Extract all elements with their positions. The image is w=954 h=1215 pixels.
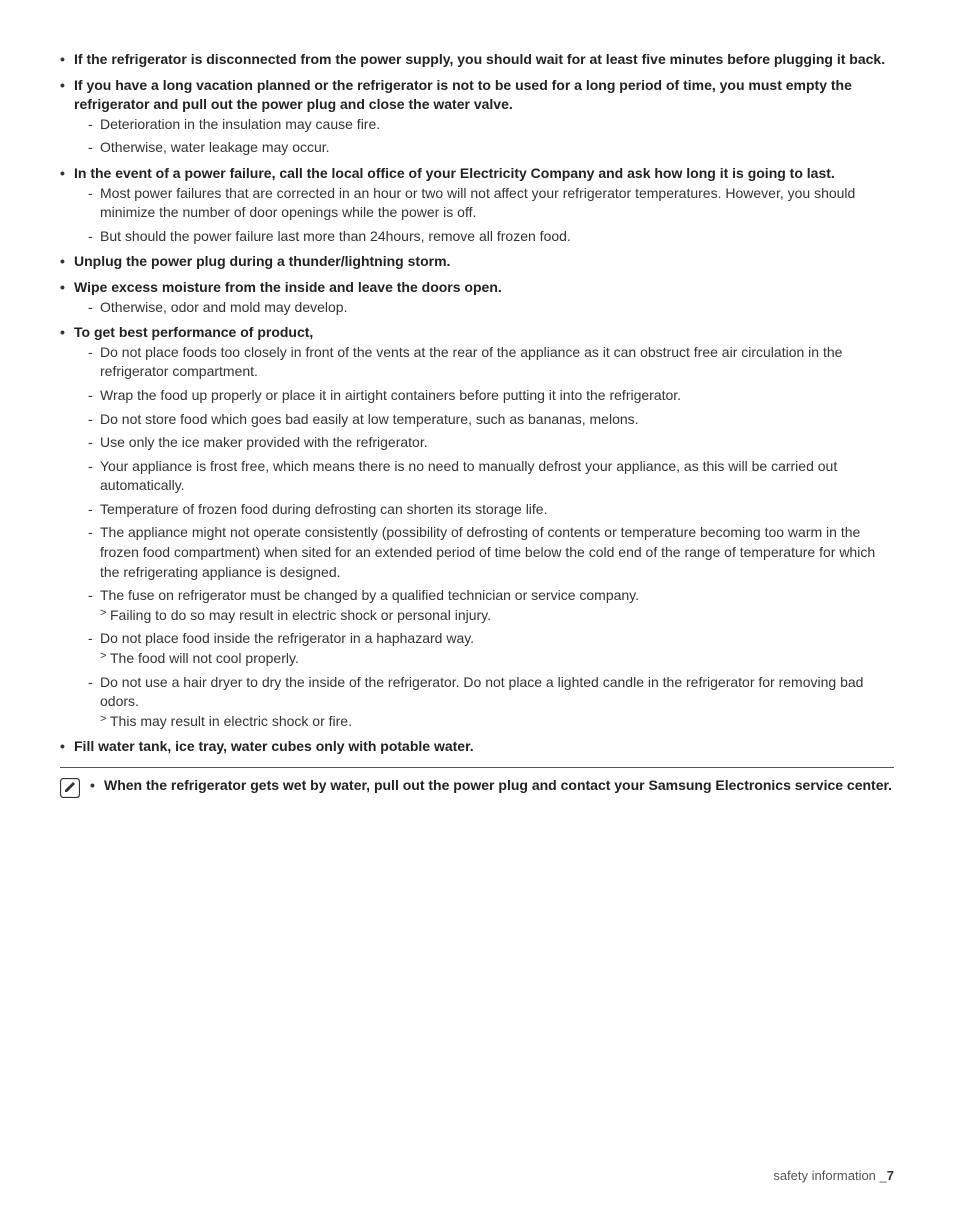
sub-item: Wrap the food up properly or place it in…	[88, 386, 894, 406]
sub-sub-item: The food will not cool properly.	[100, 649, 894, 669]
sub-list: Do not place foods too closely in front …	[74, 343, 894, 732]
bullet-item: Unplug the power plug during a thunder/l…	[60, 252, 894, 272]
bullet-item: If you have a long vacation planned or t…	[60, 76, 894, 158]
sub-item: Do not place foods too closely in front …	[88, 343, 894, 382]
sub-item: Do not store food which goes bad easily …	[88, 410, 894, 430]
page-footer: safety information _7	[773, 1167, 894, 1185]
footer-page-number: 7	[887, 1168, 894, 1183]
sub-item: Do not use a hair dryer to dry the insid…	[88, 673, 894, 732]
bullet-item: When the refrigerator gets wet by water,…	[90, 776, 894, 796]
sub-item: Most power failures that are corrected i…	[88, 184, 894, 223]
sub-item: Do not place food inside the refrigerato…	[88, 629, 894, 668]
bullet-item: Fill water tank, ice tray, water cubes o…	[60, 737, 894, 757]
bullet-item: To get best performance of product, Do n…	[60, 323, 894, 731]
sub-sub-item: Failing to do so may result in electric …	[100, 606, 894, 626]
bullet-text: To get best performance of product,	[74, 324, 313, 340]
sub-item: Otherwise, water leakage may occur.	[88, 138, 894, 158]
sub-list: Deterioration in the insulation may caus…	[74, 115, 894, 158]
document-content: If the refrigerator is disconnected from…	[60, 50, 894, 804]
sub-item: Otherwise, odor and mold may develop.	[88, 298, 894, 318]
bullet-item: In the event of a power failure, call th…	[60, 164, 894, 246]
sub-item: The appliance might not operate consiste…	[88, 523, 894, 582]
sub-list: Most power failures that are corrected i…	[74, 184, 894, 247]
bullet-text: Wipe excess moisture from the inside and…	[74, 279, 502, 295]
note-text: When the refrigerator gets wet by water,…	[104, 777, 892, 793]
sub-item: But should the power failure last more t…	[88, 227, 894, 247]
bullet-text: Fill water tank, ice tray, water cubes o…	[74, 738, 474, 754]
note-section: When the refrigerator gets wet by water,…	[60, 776, 894, 804]
pencil-icon	[60, 778, 80, 804]
sub-item: Your appliance is frost free, which mean…	[88, 457, 894, 496]
sub-item: Deterioration in the insulation may caus…	[88, 115, 894, 135]
footer-text: safety information _	[773, 1168, 886, 1183]
sub-sub-item: This may result in electric shock or fir…	[100, 712, 894, 732]
section-divider	[60, 767, 894, 768]
sub-item: Use only the ice maker provided with the…	[88, 433, 894, 453]
bullet-text: If you have a long vacation planned or t…	[74, 77, 852, 113]
sub-item: Temperature of frozen food during defros…	[88, 500, 894, 520]
bullet-text: Unplug the power plug during a thunder/l…	[74, 253, 450, 269]
bullet-text: In the event of a power failure, call th…	[74, 165, 835, 181]
note-content: When the refrigerator gets wet by water,…	[90, 776, 894, 802]
bullet-item: If the refrigerator is disconnected from…	[60, 50, 894, 70]
bullet-text: If the refrigerator is disconnected from…	[74, 51, 885, 67]
sub-list: Otherwise, odor and mold may develop.	[74, 298, 894, 318]
sub-item: The fuse on refrigerator must be changed…	[88, 586, 894, 625]
bullet-item: Wipe excess moisture from the inside and…	[60, 278, 894, 317]
